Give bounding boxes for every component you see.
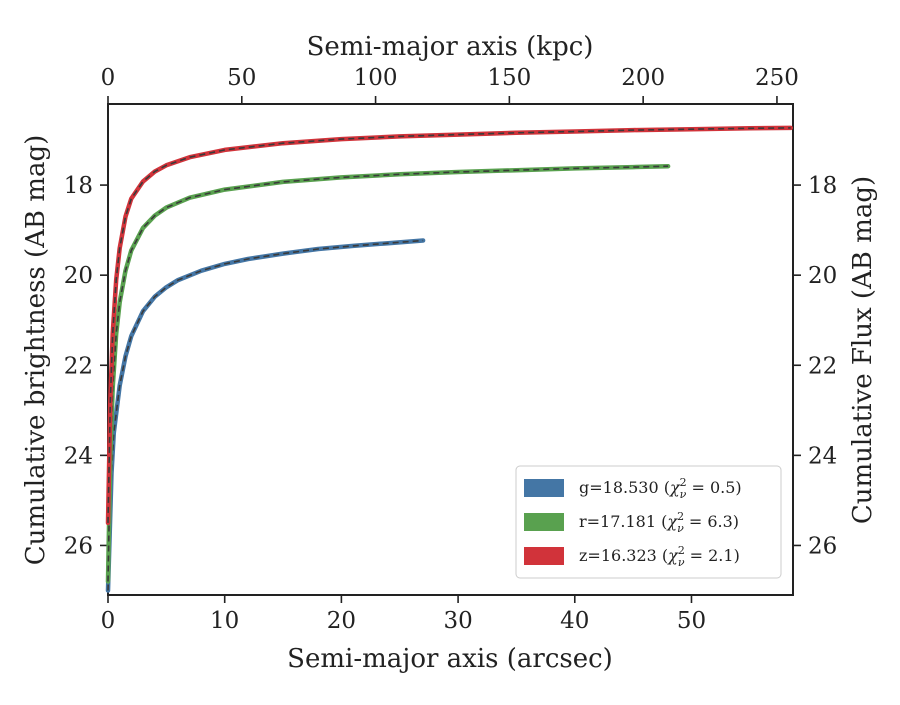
legend-swatch-z	[524, 547, 564, 565]
plot-frame	[107, 103, 794, 596]
legend-box	[515, 465, 782, 579]
y-tick-label: 18	[64, 173, 93, 199]
right-y-tick-label: 26	[808, 533, 837, 559]
y-tick-label: 22	[64, 353, 93, 379]
right-y-axis-title: Cumulative Flux (AB mag)	[848, 176, 878, 524]
top-x-tick-label: 250	[755, 65, 799, 91]
series-line-g	[105, 238, 426, 593]
right-y-tick-label: 20	[808, 263, 837, 289]
model-fit-line-g	[107, 239, 424, 591]
right-y-axis: 18 20 22 24 26	[793, 173, 837, 559]
series-line-z	[105, 125, 793, 526]
axes-frame	[107, 103, 794, 596]
legend-label-g: g=18.530 (χ2 ν = 0.5)	[579, 476, 742, 501]
legend-label-z: z=16.323 (χ2 ν = 2.1)	[579, 544, 740, 569]
top-x-tick-label: 50	[227, 65, 256, 91]
right-y-tick-label: 22	[808, 353, 837, 379]
top-x-tick-label: 100	[354, 65, 398, 91]
x-tick-label: 20	[327, 608, 356, 634]
x-tick-label: 30	[443, 608, 472, 634]
model-fit-line-r	[107, 165, 669, 582]
legend-swatch-g	[524, 479, 564, 497]
x-tick-label: 50	[677, 608, 706, 634]
top-x-tick-label: 150	[487, 65, 531, 91]
legend: g=18.530 (χ2 ν = 0.5) r=17.181 (χ2 ν = 6.3)…	[515, 465, 782, 579]
bottom-x-axis: 0 10 20 30 40 50	[101, 595, 706, 634]
y-tick-label: 20	[64, 263, 93, 289]
left-y-axis: 18 20 22 24 26	[64, 173, 108, 559]
right-y-tick-label: 24	[808, 443, 837, 469]
legend-label-r: r=17.181 (χ2 ν = 6.3)	[579, 510, 739, 535]
x-tick-label: 40	[560, 608, 589, 634]
legend-swatch-r	[524, 513, 564, 531]
y-tick-label: 26	[64, 533, 93, 559]
x-tick-label: 0	[101, 608, 116, 634]
x-tick-label: 10	[210, 608, 239, 634]
top-x-tick-label: 200	[621, 65, 665, 91]
right-y-tick-label: 18	[808, 173, 837, 199]
series-layer	[105, 125, 793, 593]
top-x-axis-title: Semi-major axis (kpc)	[307, 32, 594, 62]
top-x-axis: 0 50 100 150 200 250	[101, 65, 799, 104]
top-x-tick-label: 0	[101, 65, 116, 91]
model-fit-line-z	[107, 127, 791, 523]
y-axis-title: Cumulative brightness (AB mag)	[21, 135, 51, 566]
y-tick-label: 24	[64, 443, 93, 469]
x-axis-title: Semi-major axis (arcsec)	[287, 644, 613, 674]
